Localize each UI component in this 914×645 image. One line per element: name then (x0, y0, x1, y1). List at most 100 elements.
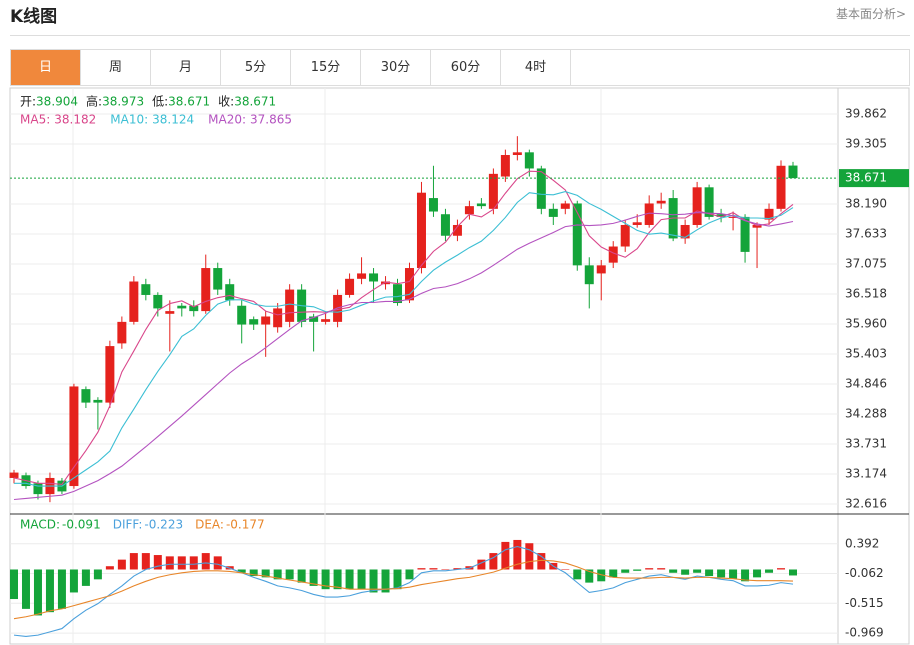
candle-body (560, 203, 570, 209)
y-tick-label: 33.174 (845, 466, 887, 480)
macd-bar (765, 569, 774, 573)
candle-body (536, 168, 546, 209)
ohlc-value: 38.671 (234, 95, 276, 109)
candle-body (488, 173, 498, 209)
period-tab[interactable]: 30分 (361, 50, 431, 85)
candle-body (117, 321, 127, 344)
period-tab[interactable]: 4时 (501, 50, 571, 85)
ohlc-label: 高: (86, 94, 102, 109)
y-tick-label: 35.960 (845, 317, 887, 331)
legend-name: DEA: (195, 518, 224, 532)
macd-bar (597, 569, 606, 582)
macd-bar (633, 569, 642, 571)
macd-bar (309, 569, 318, 586)
macd-bar (69, 569, 78, 593)
y-tick-label: 34.846 (845, 376, 887, 390)
macd-bar (777, 568, 786, 570)
candle-body (105, 346, 115, 403)
candle-body (261, 316, 271, 325)
period-tab[interactable]: 5分 (221, 50, 291, 85)
macd-bar (561, 569, 570, 570)
macd-bar (477, 559, 486, 570)
macd-bar (333, 569, 342, 590)
y-tick-label: 37.075 (845, 257, 887, 271)
candle-body (752, 224, 762, 228)
candle-body (692, 187, 702, 225)
candle-body (165, 311, 175, 314)
candle-body (608, 246, 618, 263)
candle-body (584, 265, 594, 285)
ohlc-value: 38.904 (36, 95, 78, 109)
legend-name: MA20: (208, 113, 246, 127)
candle-body (476, 203, 486, 207)
macd-bar (609, 569, 618, 578)
legend-value: 37.865 (250, 113, 292, 127)
macd-bar (729, 569, 738, 579)
candle-body (716, 214, 726, 217)
macd-bar (669, 569, 678, 573)
macd-bar (429, 568, 438, 570)
y-tick-label: 0.392 (845, 536, 879, 550)
macd-bar (393, 569, 402, 590)
y-tick-label: -0.969 (845, 626, 884, 640)
macd-bar (501, 541, 510, 570)
fundamental-link[interactable]: 基本面分析> (835, 7, 906, 21)
y-tick-label: -0.515 (845, 596, 884, 610)
macd-bar (93, 569, 102, 580)
candle-body (381, 281, 391, 285)
macd-bar (657, 568, 666, 570)
macd-bar (285, 569, 294, 580)
candle-body (416, 192, 426, 269)
period-tab[interactable]: 60分 (431, 50, 501, 85)
macd-bar (21, 569, 30, 609)
y-tick-label: -0.062 (845, 566, 884, 580)
candle-body (620, 224, 630, 247)
candle-body (237, 305, 247, 325)
page-title: K线图 (10, 7, 58, 27)
macd-bar (741, 569, 750, 582)
y-tick-label: 35.403 (845, 347, 887, 361)
candle-body (500, 155, 510, 177)
y-tick-label: 38.190 (845, 196, 887, 210)
macd-bar (693, 569, 702, 573)
macd-bar (10, 569, 18, 600)
plot-frame (9, 87, 910, 645)
macd-bar (273, 569, 282, 580)
candle-body (357, 273, 367, 279)
period-tab[interactable]: 日 (11, 50, 81, 85)
last-price-label: 38.671 (845, 171, 887, 185)
ma-line (13, 170, 794, 485)
macd-bar (165, 556, 174, 570)
candle-body (728, 216, 738, 218)
macd-bar (705, 569, 714, 577)
candle-body (512, 152, 522, 156)
candle-body (764, 208, 774, 220)
macd-bar (717, 569, 726, 578)
macd-bar (213, 556, 222, 570)
last-price-box (839, 169, 909, 188)
period-tab[interactable]: 周 (81, 50, 151, 85)
candle-body (9, 472, 19, 478)
macd-bar (141, 553, 150, 570)
candle-body (680, 224, 690, 239)
macd-bar (261, 569, 270, 578)
macd-line (13, 545, 794, 638)
ma-line (14, 191, 794, 487)
macd-bar (57, 569, 66, 609)
macd-bar (369, 569, 378, 593)
legend-name: MA10: (110, 113, 148, 127)
candle-body (177, 305, 187, 309)
header-rule (10, 35, 910, 36)
candle-body (129, 281, 139, 322)
macd-bar (249, 569, 258, 577)
macd-bar (489, 553, 498, 570)
period-tab[interactable]: 15分 (291, 50, 361, 85)
legend-name: MA5: (20, 113, 50, 127)
y-tick-label: 37.633 (845, 226, 887, 240)
legend-value: -0.177 (226, 518, 265, 532)
macd-bar (441, 569, 450, 570)
y-tick-label: 39.862 (845, 106, 887, 120)
candle-body (440, 214, 450, 236)
macd-bar (381, 569, 390, 593)
period-tab[interactable]: 月 (151, 50, 221, 85)
